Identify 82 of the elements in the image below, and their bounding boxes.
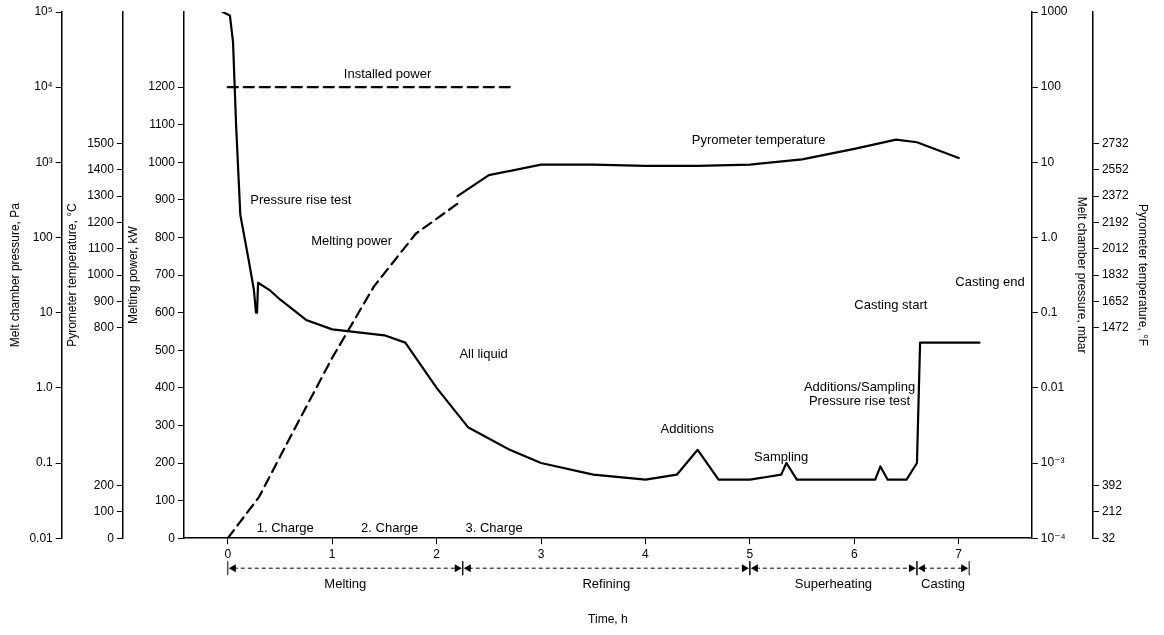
y-tick-label: 900 <box>154 192 176 207</box>
y3-tick-label: 200 <box>93 477 115 492</box>
y2-axis-title: Melt chamber pressure, mbar <box>1075 196 1090 354</box>
y2-tick-label: 100 <box>1040 79 1062 94</box>
y3-tick-label: 1100 <box>88 241 115 256</box>
y-tick-label: 700 <box>154 267 176 282</box>
y3-tick-label: 900 <box>93 293 115 308</box>
text: Refining <box>582 575 631 591</box>
x-tick-label: 4 <box>642 546 650 561</box>
y3-tick-label: 1200 <box>87 214 115 229</box>
text: 2012 <box>1101 241 1129 256</box>
text: 1832 <box>1101 267 1129 282</box>
x-tick-label: 3 <box>537 546 545 561</box>
y3-tick-label: 1300 <box>87 188 115 203</box>
annotation: All liquid <box>459 345 508 361</box>
y-tick-label: 100 <box>154 492 176 507</box>
x-tick-label: 5 <box>746 546 754 561</box>
y2-tick-label: 10 <box>1040 154 1055 169</box>
y-tick-label: 800 <box>154 229 176 244</box>
y-tick-label: 1000 <box>148 154 176 169</box>
text: 0.1 <box>36 455 54 470</box>
annotation: Additions <box>660 420 715 436</box>
text: Melt chamber pressure, Pa <box>7 202 22 348</box>
x-tick-label: 0 <box>224 546 232 561</box>
x-tick-label: 7 <box>955 546 963 561</box>
y2-tick-label: 10⁻⁴ <box>1040 530 1066 545</box>
y-tick-label: 500 <box>154 342 176 357</box>
text: Superheating <box>794 575 873 591</box>
y2-tick-label: 10⁻³ <box>1040 455 1065 470</box>
annotation: Casting end <box>955 274 1025 290</box>
y3-tick-label: 1500 <box>87 135 115 150</box>
annotation: Casting start <box>854 296 928 312</box>
y3-tick-label: 800 <box>93 320 115 335</box>
text: 1652 <box>1101 293 1129 308</box>
text: 212 <box>1101 504 1123 519</box>
x-axis-title: Time, h <box>588 612 628 627</box>
text: 10³ <box>35 154 53 169</box>
series-label: Melting power <box>311 232 393 248</box>
annotation: Pressure rise test <box>250 191 352 207</box>
text: 2372 <box>1101 188 1129 203</box>
y3-axis-title: Pyrometer temperature, °C <box>65 203 80 347</box>
text: 10⁴ <box>34 79 53 94</box>
text: Melting <box>324 575 367 591</box>
text: 10 <box>39 305 54 319</box>
y-tick-label: 400 <box>154 380 176 395</box>
annotation: Sampling <box>754 448 809 464</box>
text: 32 <box>1101 530 1116 545</box>
y-tick-label: 0 <box>168 530 176 545</box>
x-tick-label: 6 <box>850 546 858 561</box>
y-tick-label: 200 <box>154 455 176 470</box>
text: 2192 <box>1101 214 1129 229</box>
y3-tick-label: 0 <box>107 530 115 545</box>
x-tick-label: 1 <box>328 546 336 561</box>
annotation: 1. Charge <box>256 520 314 536</box>
y-tick-label: 1200 <box>148 79 176 94</box>
y3-tick-label: 1400 <box>87 162 115 177</box>
y-tick-label: 300 <box>154 417 176 432</box>
text: Pyrometer temperature, °F <box>1136 204 1151 347</box>
text: 2732 <box>1101 135 1129 150</box>
text: 10⁵ <box>34 4 53 19</box>
x-tick-label: 2 <box>433 546 441 561</box>
annotation: 2. Charge <box>361 520 419 536</box>
text: 392 <box>1101 477 1123 492</box>
text: 1472 <box>1101 320 1129 335</box>
series-label: Pyrometer temperature <box>691 132 826 148</box>
text: Casting <box>921 575 966 591</box>
annotation: Additions/Sampling <box>803 379 916 395</box>
y3-tick-label: 100 <box>93 504 115 519</box>
y2-tick-label: 1.0 <box>1040 229 1058 244</box>
text: 100 <box>32 229 54 244</box>
y3-tick-label: 1000 <box>87 267 115 282</box>
y2-tick-label: 0.1 <box>1040 305 1058 319</box>
y2-tick-label: 0.01 <box>1040 380 1065 395</box>
series-label: Installed power <box>343 66 432 82</box>
text: 0.01 <box>29 530 54 545</box>
y2-tick-label: 1000 <box>1040 4 1068 19</box>
y-tick-label: 600 <box>154 305 176 319</box>
annotation: 3. Charge <box>465 520 523 536</box>
text: 1.0 <box>36 380 54 395</box>
y-axis-title: Melting power, kW <box>126 225 141 325</box>
y-tick-label: 1100 <box>149 117 176 132</box>
text: 2552 <box>1101 162 1129 177</box>
